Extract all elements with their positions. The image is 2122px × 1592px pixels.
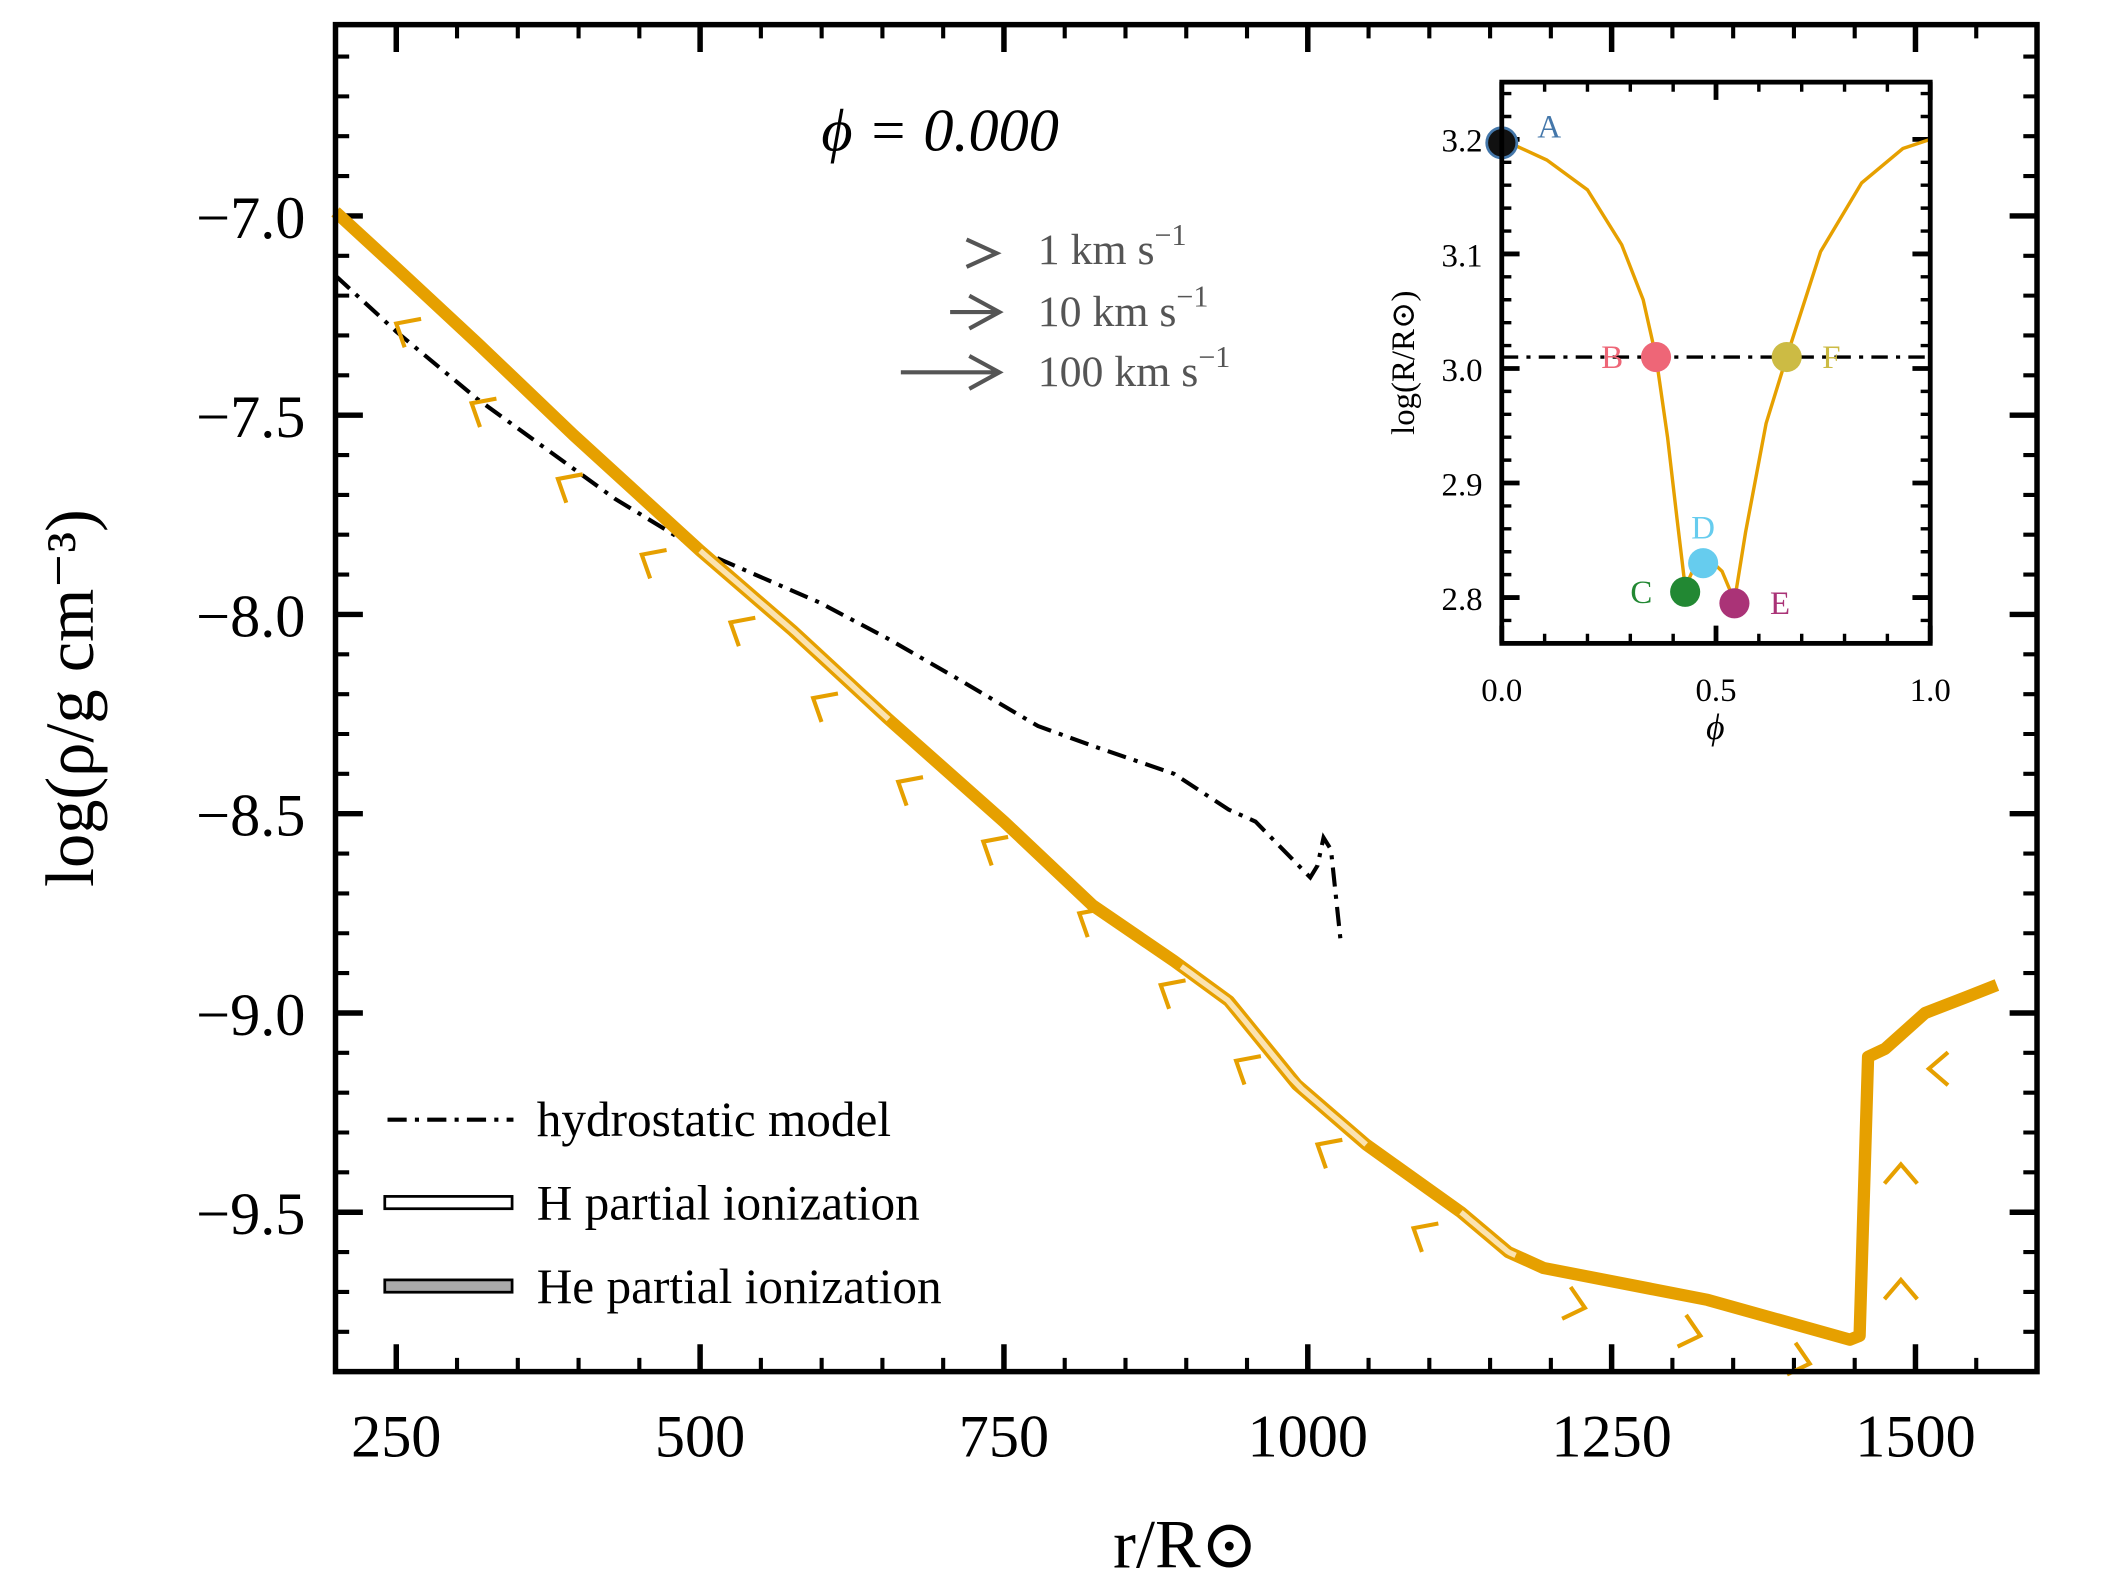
legend-label-he-ionization: He partial ionization bbox=[537, 1259, 942, 1314]
phase-marker-label-f: F bbox=[1822, 340, 1840, 376]
phase-marker-label-a: A bbox=[1537, 109, 1561, 145]
legend-swatch-h-ionization bbox=[383, 1195, 514, 1211]
velocity-arrow bbox=[639, 547, 667, 580]
x-tick-label: 0.0 bbox=[1481, 673, 1522, 709]
y-tick-label: 3.2 bbox=[1442, 124, 1483, 160]
velocity-arrow bbox=[393, 316, 422, 349]
y-tick-label: 2.9 bbox=[1442, 467, 1483, 503]
y-tick-label: −8.5 bbox=[196, 783, 305, 850]
y-tick-label: 3.0 bbox=[1442, 353, 1483, 389]
x-tick-label: 1500 bbox=[1855, 1403, 1975, 1470]
y-axis-label: log(ρ/g cm⁻³) bbox=[32, 509, 108, 887]
h-partial-ionization-segment bbox=[1179, 964, 1368, 1147]
x-tick-label: 1000 bbox=[1248, 1403, 1368, 1470]
velocity-arrow bbox=[1561, 1285, 1588, 1321]
phase-marker-label-c: C bbox=[1630, 575, 1652, 611]
velocity-arrow bbox=[895, 775, 924, 807]
phase-marker-c bbox=[1670, 576, 1701, 607]
velocity-key-label-3: 100 km s bbox=[1038, 348, 1199, 396]
velocity-key: 1 km s−1 10 km s−1 100 km s−1 bbox=[900, 218, 1231, 396]
velocity-arrow bbox=[468, 396, 497, 428]
x-axis-label: r/R⊙ bbox=[1113, 1506, 1258, 1582]
h-partial-ionization-segment bbox=[1459, 1210, 1517, 1258]
phase-annotation: ϕ = 0.000 bbox=[821, 98, 1058, 165]
h-partial-ionization-segment bbox=[698, 548, 891, 722]
velocity-arrow bbox=[1157, 978, 1186, 1010]
x-tick-label: 750 bbox=[959, 1403, 1049, 1470]
x-tick-label: 250 bbox=[351, 1403, 441, 1470]
legend-label-hydrostatic: hydrostatic model bbox=[537, 1092, 891, 1147]
inset-x-axis-label: ϕ bbox=[1706, 707, 1724, 747]
phase-marker-e bbox=[1719, 588, 1750, 619]
y-tick-label: 2.8 bbox=[1442, 582, 1483, 618]
velocity-key-exp-1: −1 bbox=[1155, 218, 1187, 252]
phase-marker-b bbox=[1640, 341, 1672, 373]
svg-text:10 km s−1: 10 km s−1 bbox=[1038, 280, 1209, 336]
velocity-arrow bbox=[1676, 1313, 1704, 1349]
velocity-key-label-2: 10 km s bbox=[1038, 288, 1177, 336]
velocity-arrow bbox=[1925, 1050, 1950, 1087]
velocity-key-exp-3: −1 bbox=[1198, 340, 1230, 374]
y-tick-label: −7.5 bbox=[196, 384, 305, 451]
velocity-arrow bbox=[1410, 1221, 1439, 1253]
svg-text:100 km s−1: 100 km s−1 bbox=[1038, 340, 1231, 396]
hydrostatic-model-line bbox=[334, 274, 1343, 942]
velocity-arrow bbox=[555, 472, 584, 504]
y-tick-label: −9.0 bbox=[196, 982, 305, 1049]
velocity-key-arrow-3 bbox=[900, 354, 1004, 391]
legend-swatch-he-ionization bbox=[383, 1278, 514, 1294]
velocity-key-exp-2: −1 bbox=[1176, 280, 1208, 314]
x-tick-label: 1250 bbox=[1551, 1403, 1671, 1470]
y-tick-label: −7.0 bbox=[196, 185, 305, 252]
velocity-key-arrow-2 bbox=[950, 293, 1004, 331]
y-tick-label: −9.5 bbox=[196, 1181, 305, 1248]
velocity-arrow bbox=[1882, 1161, 1919, 1185]
velocity-arrow bbox=[1882, 1276, 1919, 1301]
x-tick-label: 0.5 bbox=[1695, 673, 1736, 709]
phase-marker-label-e: E bbox=[1770, 586, 1790, 622]
velocity-arrow bbox=[1314, 1137, 1343, 1169]
plot-frame bbox=[332, 21, 2040, 1375]
phase-marker-f bbox=[1771, 341, 1802, 373]
velocity-arrow bbox=[727, 615, 756, 647]
x-tick-label: 1.0 bbox=[1910, 673, 1951, 709]
y-tick-label: −8.0 bbox=[196, 583, 305, 650]
phase-marker-d bbox=[1688, 548, 1719, 579]
phase-marker-label-b: B bbox=[1601, 340, 1623, 376]
inset-plot-area bbox=[1501, 82, 1931, 644]
inset-plot: 0.0 0.5 1.0 3.2 3.1 3.0 2.9 2.8 A B C D E F bbox=[1442, 79, 1951, 709]
inset-y-axis-label: log(R/R⊙) bbox=[1386, 291, 1422, 435]
phase-marker-label-d: D bbox=[1691, 511, 1715, 547]
x-tick-label: 500 bbox=[655, 1403, 745, 1470]
legend: hydrostatic model H partial ionization H… bbox=[383, 1092, 942, 1314]
velocity-arrow bbox=[1233, 1054, 1262, 1086]
velocity-key-arrow-1 bbox=[965, 237, 1002, 269]
svg-text:1 km s−1: 1 km s−1 bbox=[1038, 218, 1187, 274]
velocity-key-label-1: 1 km s bbox=[1038, 226, 1155, 274]
legend-label-h-ionization: H partial ionization bbox=[537, 1176, 920, 1231]
velocity-arrow bbox=[810, 691, 839, 723]
inset-frame bbox=[1499, 79, 1933, 646]
velocity-arrow bbox=[980, 834, 1009, 867]
y-tick-label: 3.1 bbox=[1442, 238, 1483, 274]
velocity-arrow bbox=[1076, 906, 1105, 938]
